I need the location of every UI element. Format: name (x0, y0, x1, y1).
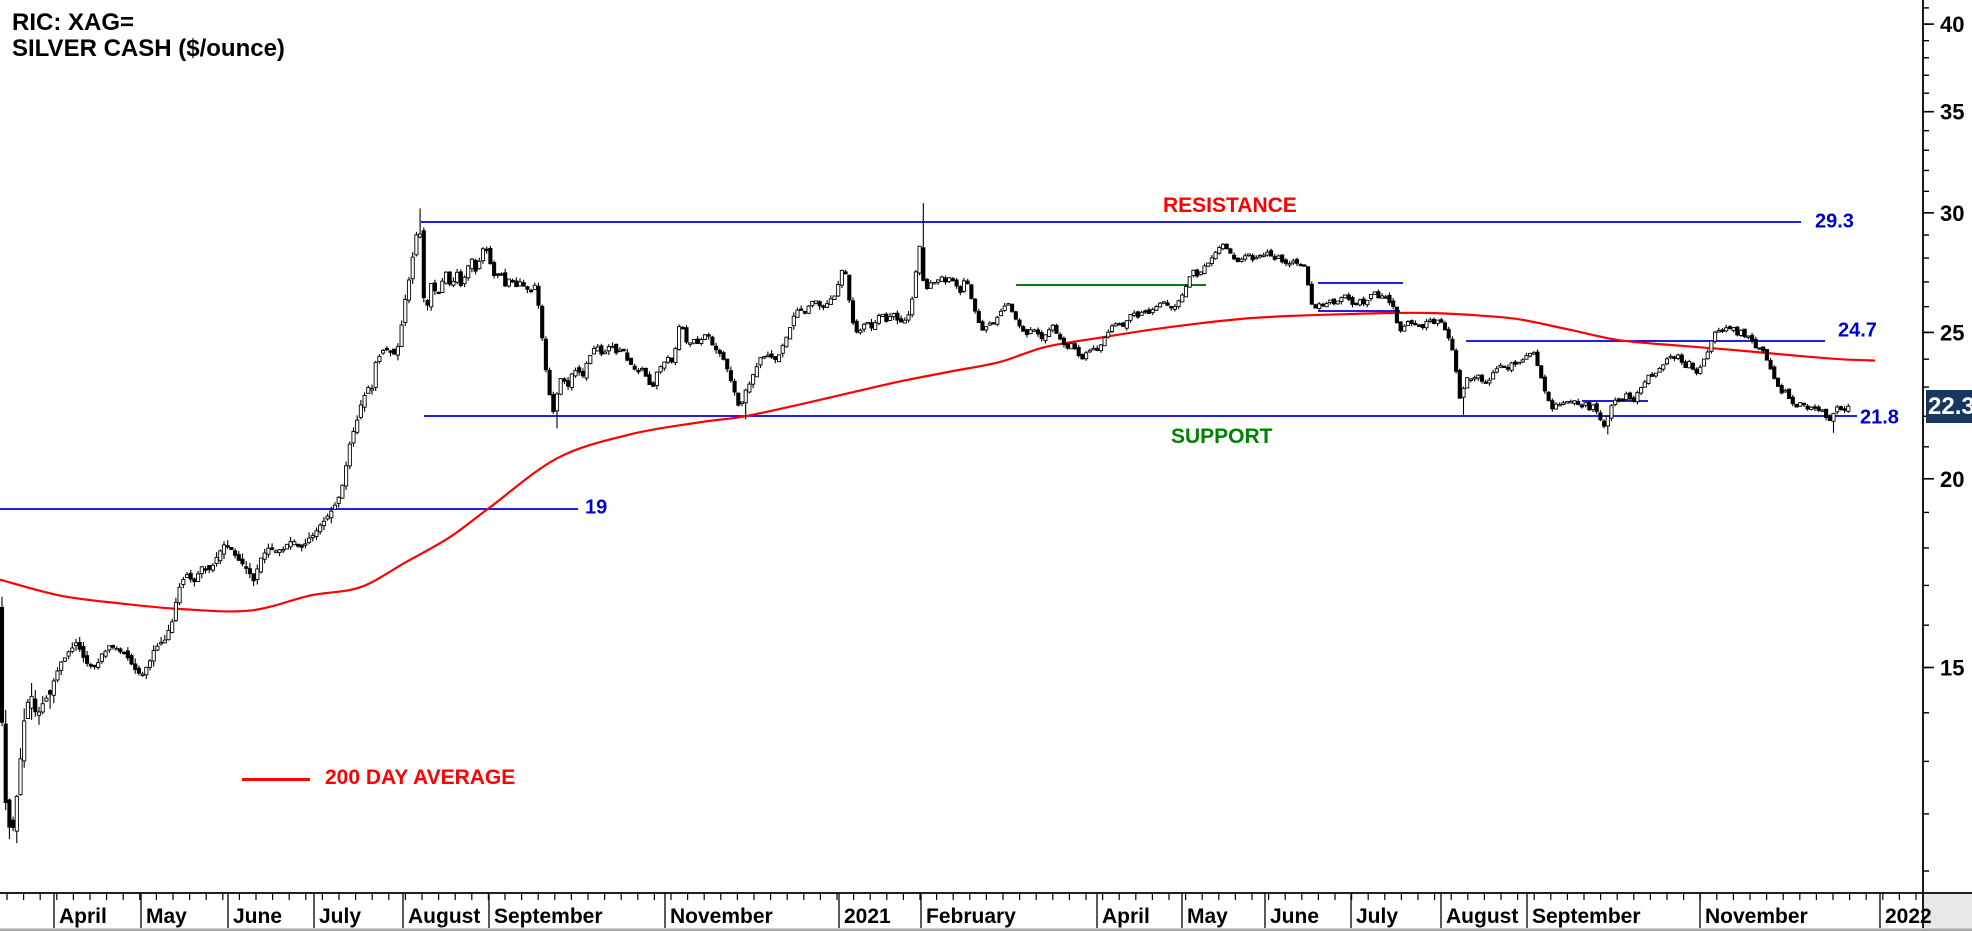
x-axis-month-label: April (1102, 905, 1150, 928)
x-axis-month-label: 2022 (1885, 905, 1932, 928)
x-axis-month-label: April (59, 905, 107, 928)
last-price-badge: 22.34 (1926, 390, 1972, 424)
y-tick-label: 30 (1940, 201, 1964, 226)
y-tick-label: 40 (1940, 12, 1964, 37)
x-axis-month-label: July (319, 905, 361, 928)
y-axis: 40 35 30 25 20 15 (1922, 0, 1964, 928)
y-tick-label: 15 (1940, 656, 1964, 681)
x-axis-month-label: June (233, 905, 282, 928)
y-tick-label: 35 (1940, 100, 1964, 125)
x-axis-month-label: August (1446, 905, 1518, 928)
support-label: SUPPORT (1171, 425, 1273, 448)
y-tick-label: 20 (1940, 467, 1964, 492)
level-label-24.7: 24.7 (1838, 319, 1877, 342)
x-axis-month-label: May (146, 905, 187, 928)
bottom-strip (0, 928, 1972, 931)
x-axis-month-label: February (926, 905, 1016, 928)
y-tick-label: 25 (1940, 320, 1964, 345)
level-lines (0, 221, 1857, 510)
ric-code: RIC: XAG= (12, 9, 135, 36)
resistance-label: RESISTANCE (1163, 194, 1297, 217)
level-label-21.8: 21.8 (1860, 406, 1899, 429)
ma-line (0, 311, 1876, 613)
ma-legend-label: 200 DAY AVERAGE (325, 766, 516, 789)
x-axis-month-label: May (1187, 905, 1228, 928)
x-axis-month-label: August (408, 905, 480, 928)
x-axis-month-label: November (1705, 905, 1808, 928)
candles-series (0, 203, 1851, 844)
level-label-19: 19 (585, 496, 608, 519)
ma-legend-line-sample (242, 778, 310, 781)
corner-fill (1923, 894, 1972, 931)
instrument-name: SILVER CASH ($/ounce) (12, 35, 285, 62)
x-axis-month-label: June (1270, 905, 1319, 928)
x-axis-month-label: September (1532, 905, 1641, 928)
x-axis-month-label: 2021 (844, 905, 891, 928)
level-label-29.3: 29.3 (1815, 210, 1854, 233)
x-axis-month-label: November (670, 905, 773, 928)
chart-title: RIC: XAG= SILVER CASH ($/ounce) (12, 10, 285, 62)
x-axis-month-label: July (1356, 905, 1398, 928)
ma-200-line (0, 311, 1876, 613)
x-axis: April May June July August September November 2… (0, 892, 1972, 928)
x-axis-month-label: September (494, 905, 603, 928)
